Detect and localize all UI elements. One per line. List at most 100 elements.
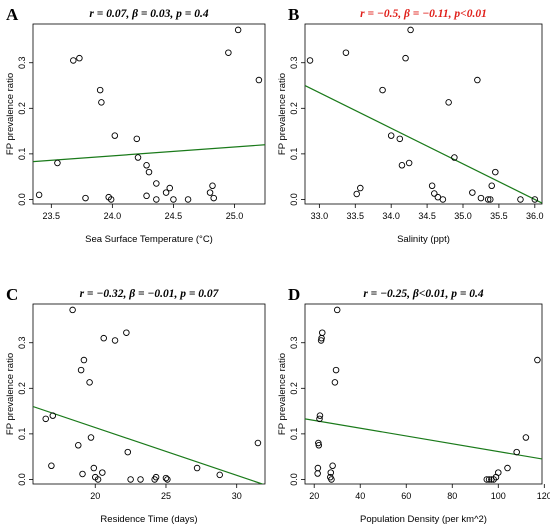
- data-point: [49, 412, 57, 419]
- data-point: [439, 196, 447, 203]
- y-axis-label: FP prevalence ratio: [277, 73, 288, 155]
- data-point: [99, 469, 106, 476]
- data-point: [96, 86, 104, 94]
- x-tick-label: 25: [161, 491, 171, 501]
- y-tick-label: 0.2: [17, 102, 27, 115]
- data-point: [319, 329, 326, 336]
- data-point: [164, 476, 171, 483]
- data-point: [111, 132, 119, 139]
- x-tick-label: 35.0: [454, 211, 472, 221]
- data-point: [316, 415, 323, 423]
- data-point: [332, 366, 340, 374]
- x-tick-label: 20: [309, 491, 319, 501]
- data-point: [94, 476, 102, 483]
- data-point: [162, 474, 170, 482]
- panel-stats-title: r = −0.32, β = −0.01, p = 0.07: [80, 288, 220, 300]
- x-tick-label: 34.5: [418, 211, 436, 221]
- plot-frame: [304, 23, 543, 205]
- regression-line: [33, 144, 265, 163]
- data-point: [100, 334, 107, 342]
- y-tick-label: 0.3: [17, 56, 27, 69]
- data-point: [42, 415, 49, 423]
- y-tick-label: 0.0: [17, 193, 27, 206]
- data-point: [225, 49, 232, 56]
- data-point: [107, 196, 115, 203]
- data-point: [86, 379, 93, 386]
- data-point: [306, 57, 314, 64]
- data-point: [331, 379, 339, 386]
- data-point: [153, 196, 160, 203]
- data-point: [387, 132, 395, 139]
- data-point: [531, 196, 539, 203]
- data-point: [70, 57, 77, 64]
- data-point: [145, 168, 153, 176]
- x-tick-label: 60: [401, 491, 411, 501]
- y-axis-label: FP prevalence ratio: [277, 353, 288, 435]
- x-tick-label: 34.0: [382, 211, 400, 221]
- data-point: [357, 184, 364, 192]
- data-point: [137, 476, 144, 483]
- data-point: [82, 194, 89, 202]
- y-tick-label: 0.3: [17, 336, 27, 349]
- data-point: [428, 182, 436, 190]
- data-point: [316, 412, 324, 419]
- data-point: [143, 192, 150, 200]
- data-point: [504, 464, 511, 472]
- x-axis-label: Sea Surface Temperature (°C): [85, 234, 213, 245]
- data-point: [315, 442, 323, 449]
- y-axis-label: FP prevalence ratio: [5, 353, 16, 435]
- data-point: [69, 306, 76, 314]
- panel-stats-title: r = −0.25, β<0.01, p = 0.4: [363, 288, 484, 300]
- data-point: [193, 464, 201, 472]
- y-tick-label: 0.0: [289, 193, 299, 206]
- data-point: [488, 182, 495, 190]
- data-point: [87, 434, 95, 441]
- data-point: [133, 135, 141, 143]
- data-point: [431, 190, 438, 197]
- plot-frame: [32, 303, 266, 485]
- data-point: [407, 26, 414, 34]
- data-point: [35, 191, 43, 199]
- y-tick-label: 0.0: [289, 473, 299, 486]
- data-point: [254, 439, 262, 447]
- data-point: [166, 184, 174, 192]
- data-point: [134, 154, 142, 161]
- data-point: [76, 54, 83, 62]
- data-point: [48, 462, 55, 470]
- data-point: [495, 469, 502, 476]
- x-tick-label: 24.5: [165, 211, 183, 221]
- y-tick-label: 0.1: [17, 428, 27, 441]
- y-tick-label: 0.3: [289, 336, 299, 349]
- data-point: [54, 159, 61, 167]
- data-point: [162, 189, 170, 196]
- y-axis-label: FP prevalence ratio: [5, 73, 16, 155]
- data-point: [314, 470, 321, 477]
- panel-letter: C: [6, 285, 18, 304]
- data-point: [342, 49, 350, 56]
- data-point: [327, 469, 335, 476]
- panel-stats-title: r = 0.07, β = 0.03, p = 0.4: [89, 8, 208, 20]
- data-point: [153, 180, 160, 187]
- data-point: [328, 476, 335, 483]
- panel-letter: B: [288, 5, 299, 24]
- data-point: [216, 471, 223, 479]
- data-point: [75, 442, 82, 449]
- data-point: [209, 182, 216, 190]
- data-point: [353, 190, 360, 198]
- y-tick-label: 0.0: [17, 473, 27, 486]
- data-point: [490, 476, 497, 483]
- y-tick-label: 0.1: [289, 428, 299, 441]
- x-tick-label: 23.5: [43, 211, 61, 221]
- data-point: [517, 196, 524, 203]
- data-point: [317, 337, 325, 344]
- data-point: [484, 196, 492, 203]
- data-point: [398, 162, 406, 169]
- data-point: [127, 476, 134, 483]
- data-point: [534, 356, 541, 364]
- x-tick-label: 24.0: [104, 211, 122, 221]
- data-point: [329, 462, 336, 470]
